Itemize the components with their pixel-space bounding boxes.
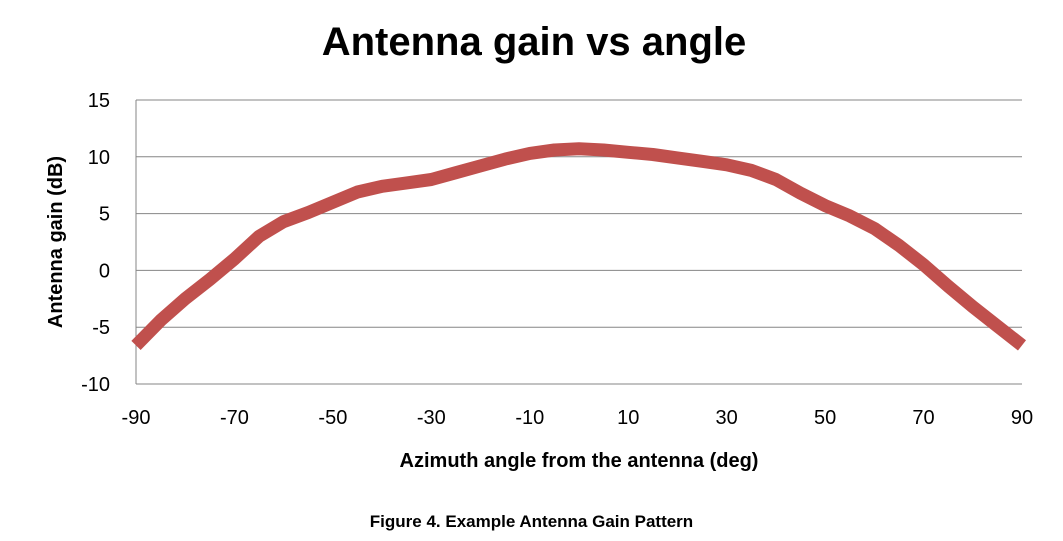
x-tick-label: -50 <box>318 407 347 429</box>
y-tick-labels: -10 -5 0 5 10 15 <box>81 90 110 396</box>
x-tick-label: 90 <box>1011 407 1033 429</box>
x-tick-label: 30 <box>716 407 738 429</box>
x-tick-label: -70 <box>220 407 249 429</box>
chart-title: Antenna gain vs angle <box>322 20 747 64</box>
x-tick-label: -30 <box>417 407 446 429</box>
series-group <box>131 142 1027 351</box>
x-tick-labels: -90 -70 -50 -30 -10 10 30 50 70 90 <box>122 407 1034 429</box>
series-line-antenna-gain <box>131 142 1027 351</box>
y-tick-label: 15 <box>88 90 110 112</box>
figure-caption: Figure 4. Example Antenna Gain Pattern <box>369 512 694 531</box>
x-tick-label: 70 <box>912 407 934 429</box>
y-tick-label: 10 <box>88 147 110 169</box>
y-tick-label: 5 <box>99 204 110 226</box>
grid-lines <box>136 99 1022 385</box>
x-tick-label: 50 <box>814 407 836 429</box>
x-tick-label: -90 <box>122 407 151 429</box>
y-tick-label: 0 <box>99 260 110 282</box>
y-axis-label: Antenna gain (dB) <box>45 156 67 328</box>
x-tick-label: -10 <box>515 407 544 429</box>
x-tick-label: 10 <box>617 407 639 429</box>
x-axis-label: Azimuth angle from the antenna (deg) <box>400 450 759 472</box>
y-tick-label: -5 <box>92 317 110 339</box>
y-tick-label: -10 <box>81 374 110 396</box>
